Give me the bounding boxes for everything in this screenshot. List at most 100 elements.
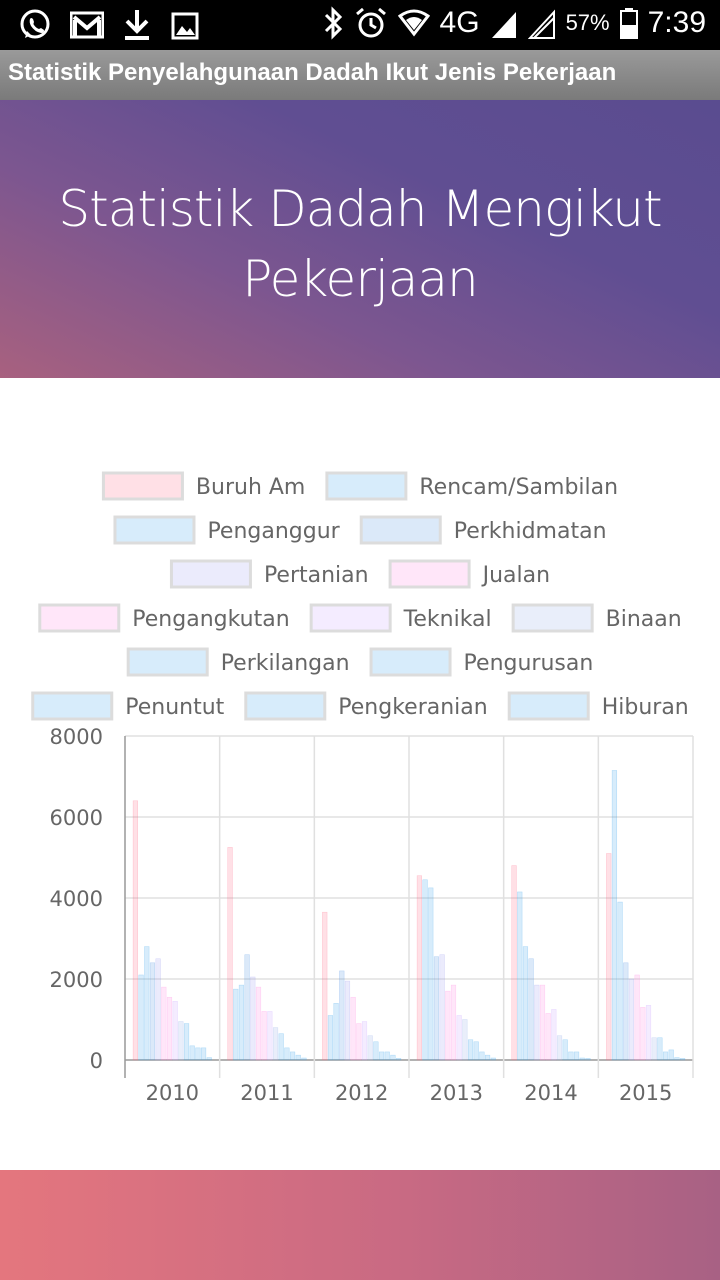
bar bbox=[668, 1049, 674, 1061]
legend-label: Binaan bbox=[606, 607, 682, 632]
bar bbox=[657, 1037, 663, 1061]
bar bbox=[250, 976, 256, 1061]
legend-swatch bbox=[38, 603, 121, 633]
bar bbox=[484, 1054, 491, 1061]
legend-swatch bbox=[126, 647, 209, 677]
legend-label: Pertanian bbox=[264, 563, 369, 588]
gmail-icon bbox=[70, 11, 104, 39]
alarm-icon bbox=[355, 7, 386, 38]
bar bbox=[579, 1057, 585, 1061]
battery-percent: 57% bbox=[565, 10, 610, 35]
legend-label: Penuntut bbox=[125, 695, 224, 720]
bar bbox=[545, 1013, 551, 1061]
bar bbox=[539, 984, 546, 1061]
legend-swatch bbox=[169, 559, 252, 589]
bar bbox=[333, 1003, 339, 1061]
bar bbox=[267, 1011, 273, 1061]
bar bbox=[490, 1057, 496, 1061]
legend-swatch bbox=[388, 559, 471, 589]
bar bbox=[206, 1057, 212, 1061]
bar bbox=[195, 1047, 201, 1061]
bar bbox=[183, 1023, 190, 1061]
bar bbox=[645, 1005, 652, 1061]
legend-label: Pengangkutan bbox=[132, 607, 289, 632]
bar bbox=[640, 1007, 646, 1061]
legend-swatch bbox=[511, 603, 594, 633]
bar bbox=[651, 1037, 657, 1061]
bar bbox=[462, 1019, 468, 1061]
bar bbox=[551, 1009, 557, 1061]
legend-swatch bbox=[325, 471, 408, 501]
bar bbox=[161, 986, 167, 1061]
bar bbox=[244, 954, 250, 1061]
bar bbox=[556, 1035, 563, 1061]
bar bbox=[261, 1011, 267, 1061]
bar bbox=[522, 946, 529, 1061]
legend-label: Jualan bbox=[481, 563, 550, 588]
bar bbox=[378, 1051, 385, 1061]
bar bbox=[149, 962, 156, 1061]
bar bbox=[284, 1047, 290, 1061]
bar bbox=[384, 1051, 390, 1061]
status-bar: 4G 57% 7:39 bbox=[0, 0, 720, 50]
legend-label: Rencam/Sambilan bbox=[419, 475, 618, 500]
bar bbox=[467, 1039, 474, 1061]
legend-label: Pengkeranian bbox=[338, 695, 487, 720]
bar bbox=[680, 1058, 686, 1061]
y-tick-label: 0 bbox=[90, 1049, 103, 1073]
bar bbox=[289, 1051, 296, 1061]
bar bbox=[433, 956, 440, 1061]
bar bbox=[534, 984, 540, 1061]
bar bbox=[456, 1015, 462, 1061]
bar bbox=[172, 1001, 178, 1061]
bar bbox=[138, 974, 144, 1061]
bar bbox=[396, 1058, 402, 1061]
bar bbox=[144, 946, 150, 1061]
bar bbox=[617, 901, 623, 1061]
bar bbox=[339, 970, 345, 1061]
bar bbox=[634, 974, 640, 1061]
bar bbox=[473, 1041, 479, 1061]
bar bbox=[278, 1033, 284, 1061]
x-tick-label: 2015 bbox=[619, 1081, 672, 1105]
bar bbox=[301, 1057, 307, 1061]
y-tick-label: 4000 bbox=[50, 887, 103, 911]
bar bbox=[450, 984, 457, 1061]
legend-swatch bbox=[309, 603, 392, 633]
hero-title: Statistik Dadah Mengikut Pekerjaan bbox=[58, 180, 662, 308]
x-tick-label: 2013 bbox=[430, 1081, 483, 1105]
legend-swatch bbox=[359, 515, 442, 545]
bar bbox=[528, 958, 534, 1061]
bar bbox=[155, 958, 161, 1061]
bar bbox=[445, 990, 451, 1061]
legend-swatch bbox=[31, 691, 114, 721]
bar bbox=[439, 954, 445, 1061]
bar bbox=[662, 1051, 669, 1061]
legend-label: Perkilangan bbox=[221, 651, 350, 676]
bar bbox=[255, 986, 262, 1061]
bar bbox=[568, 1051, 574, 1061]
bar bbox=[585, 1058, 591, 1061]
bar bbox=[367, 1035, 373, 1061]
app-title-bar: Statistik Penyelahgunaan Dadah Ikut Jeni… bbox=[0, 50, 720, 101]
legend-label: Perkhidmatan bbox=[454, 519, 607, 544]
bar bbox=[356, 1023, 362, 1061]
bar bbox=[674, 1057, 680, 1061]
y-tick-label: 8000 bbox=[50, 725, 103, 749]
legend-swatch bbox=[244, 691, 327, 721]
legend-swatch bbox=[113, 515, 196, 545]
bar bbox=[327, 1015, 334, 1061]
bar bbox=[511, 865, 517, 1061]
bar bbox=[166, 996, 173, 1061]
image-icon bbox=[171, 12, 199, 40]
bar bbox=[623, 962, 629, 1061]
legend-swatch bbox=[369, 647, 452, 677]
download-icon bbox=[125, 10, 149, 40]
bar bbox=[227, 847, 233, 1061]
bar bbox=[390, 1054, 396, 1061]
signal-icon bbox=[491, 12, 516, 38]
bar bbox=[200, 1047, 207, 1061]
legend-label: Teknikal bbox=[403, 607, 492, 632]
bar bbox=[272, 1027, 279, 1061]
legend-label: Pengurusan bbox=[464, 651, 594, 676]
